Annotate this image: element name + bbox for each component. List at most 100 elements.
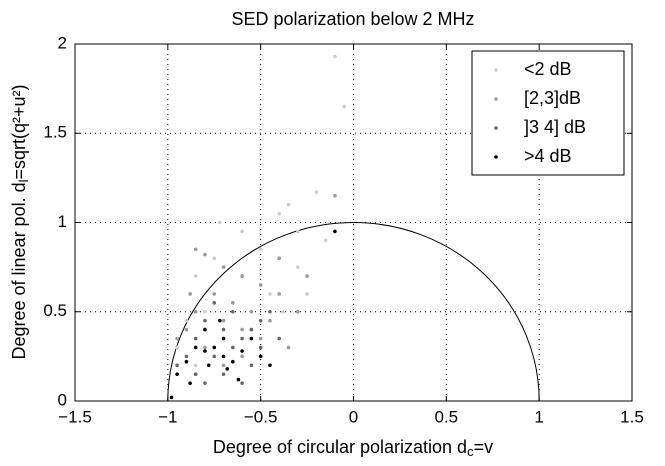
scatter-point bbox=[296, 309, 300, 314]
scatter-point bbox=[221, 265, 226, 269]
scatter-point bbox=[231, 309, 235, 314]
y-label-main: Degree of linear pol. d bbox=[9, 182, 29, 359]
scatter-point bbox=[249, 327, 254, 332]
scatter-point bbox=[258, 336, 263, 341]
scatter-point bbox=[333, 193, 337, 198]
scatter-point bbox=[240, 327, 244, 332]
scatter-point bbox=[258, 283, 263, 287]
scatter-point bbox=[240, 354, 244, 359]
scatter-point bbox=[305, 274, 309, 278]
x-tick-label: −0.5 bbox=[244, 407, 278, 426]
scatter-point bbox=[218, 318, 222, 323]
scatter-point bbox=[175, 345, 179, 350]
y-tick-label: 2 bbox=[58, 33, 67, 52]
scatter-point bbox=[193, 336, 198, 341]
legend-marker bbox=[494, 68, 498, 72]
scatter-point bbox=[175, 363, 179, 368]
scatter-point bbox=[221, 327, 226, 332]
scatter-point bbox=[221, 372, 226, 377]
scatter-point bbox=[268, 292, 272, 296]
scatter-point bbox=[277, 256, 282, 261]
scatter-point bbox=[175, 372, 179, 377]
scatter-point bbox=[184, 327, 189, 332]
scatter-point bbox=[212, 292, 217, 296]
scatter-point bbox=[225, 367, 230, 371]
y-tick-label: 0.5 bbox=[43, 301, 67, 320]
x-tick-label: −1 bbox=[158, 407, 177, 426]
scatter-point bbox=[286, 202, 291, 207]
x-tick-label: −1.5 bbox=[58, 407, 92, 426]
x-label-main: Degree of circular polarization d bbox=[213, 437, 467, 457]
scatter-point bbox=[193, 309, 198, 314]
legend: <2 dB [2,3]dB ]3 4] dB >4 dB bbox=[471, 50, 625, 176]
scatter-point bbox=[188, 292, 192, 296]
x-axis-label: Degree of circular polarization dc=v bbox=[213, 437, 493, 460]
scatter-point bbox=[193, 274, 198, 278]
scatter-point bbox=[212, 256, 217, 261]
x-tick-label: 1.5 bbox=[620, 407, 644, 426]
scatter-point bbox=[203, 318, 207, 323]
scatter-point bbox=[249, 336, 254, 341]
axes-box bbox=[74, 43, 633, 402]
scatter-point bbox=[212, 354, 217, 359]
points bbox=[169, 54, 347, 400]
legend-box bbox=[471, 50, 625, 176]
scatter-point bbox=[258, 318, 263, 323]
x-tick-label: 0 bbox=[349, 407, 358, 426]
scatter-point bbox=[249, 363, 254, 368]
chart-title: SED polarization below 2 MHz bbox=[231, 9, 474, 29]
y-tick-label: 1.5 bbox=[43, 123, 67, 142]
legend-marker bbox=[494, 126, 498, 130]
scatter-point bbox=[296, 265, 300, 269]
scatter-point bbox=[221, 354, 226, 359]
scatter-point bbox=[188, 381, 192, 385]
scatter-point bbox=[203, 381, 207, 385]
scatter-point bbox=[277, 292, 282, 296]
scatter-point bbox=[203, 252, 207, 257]
scatter-point bbox=[218, 220, 222, 225]
scatter-point bbox=[193, 345, 198, 350]
legend-marker bbox=[494, 155, 498, 159]
scatter-point bbox=[193, 372, 198, 377]
scatter-point bbox=[184, 359, 189, 364]
x-label-sub: c bbox=[467, 444, 474, 459]
scatter-point bbox=[221, 318, 226, 323]
scatter-point bbox=[212, 345, 217, 350]
scatter-point bbox=[206, 363, 211, 368]
y-tick-label: 0 bbox=[58, 390, 67, 409]
scatter-point bbox=[333, 229, 337, 234]
y-tick-label: 1 bbox=[58, 212, 67, 231]
scatter-point bbox=[286, 345, 291, 350]
scatter-point bbox=[175, 336, 179, 341]
y-label-sub: l bbox=[16, 179, 31, 182]
scatter-point bbox=[258, 354, 263, 359]
legend-label: [2,3]dB bbox=[524, 88, 581, 108]
scatter-point bbox=[277, 211, 282, 216]
legend-marker bbox=[494, 97, 498, 101]
scatter-point bbox=[203, 345, 207, 350]
scatter-point bbox=[258, 247, 263, 252]
scatter-point bbox=[314, 190, 319, 194]
scatter-point bbox=[231, 359, 235, 364]
scatter-point bbox=[268, 309, 272, 314]
scatter-point bbox=[231, 301, 235, 305]
legend-label: <2 dB bbox=[524, 59, 572, 79]
scatter-point bbox=[240, 381, 244, 385]
scatter-point bbox=[268, 318, 272, 323]
legend-label: ]3 4] dB bbox=[524, 117, 586, 137]
scatter-point bbox=[169, 395, 174, 400]
legend-label: >4 dB bbox=[524, 146, 572, 166]
scatter-point bbox=[231, 345, 235, 350]
scatter-point bbox=[258, 345, 263, 350]
scatter-point bbox=[268, 363, 272, 368]
scatter-point bbox=[305, 292, 309, 296]
unit-circle bbox=[167, 222, 540, 402]
scatter-point bbox=[281, 309, 285, 314]
y-axis-label: Degree of linear pol. dl=sqrt(q²+u²) bbox=[9, 84, 32, 359]
scatter-point bbox=[193, 363, 198, 368]
scatter-point bbox=[203, 349, 207, 353]
scatter-point bbox=[240, 336, 244, 341]
scatter-point bbox=[296, 229, 300, 234]
scatter-point bbox=[193, 247, 198, 252]
